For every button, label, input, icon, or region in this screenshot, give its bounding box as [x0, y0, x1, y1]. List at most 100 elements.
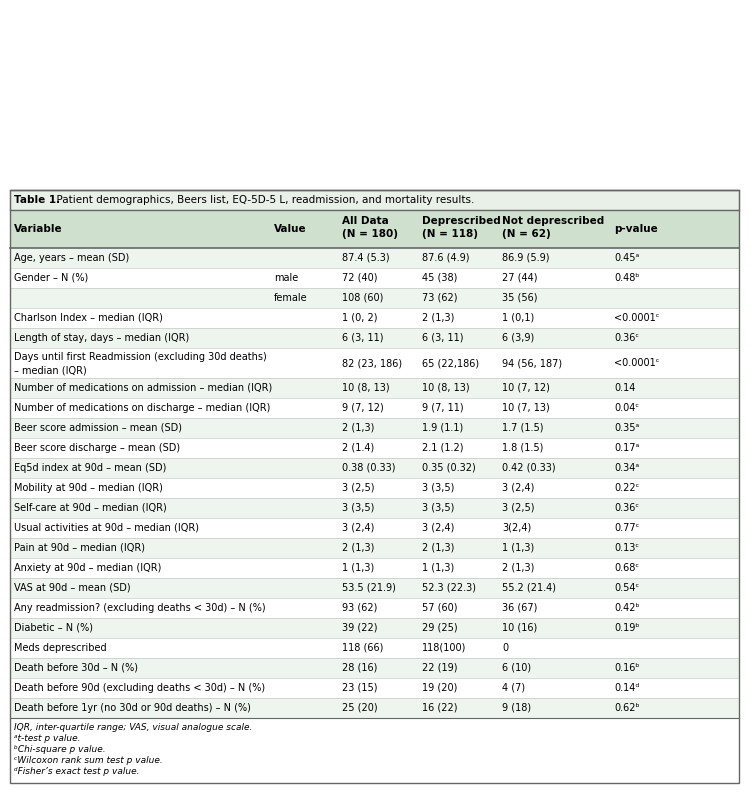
- Bar: [10, 658, 739, 678]
- Text: 2 (1,3): 2 (1,3): [342, 423, 374, 433]
- Text: 2 (1,3): 2 (1,3): [502, 563, 534, 573]
- Text: 3 (2,5): 3 (2,5): [342, 483, 374, 493]
- Text: 87.4 (5.3): 87.4 (5.3): [342, 253, 389, 263]
- Text: 118 (66): 118 (66): [342, 643, 383, 653]
- Text: Eq5d index at 90d – mean (SD): Eq5d index at 90d – mean (SD): [14, 463, 166, 473]
- Text: 3(2,4): 3(2,4): [502, 523, 531, 533]
- Text: VAS at 90d – mean (SD): VAS at 90d – mean (SD): [14, 583, 130, 593]
- Text: 108 (60): 108 (60): [342, 293, 383, 303]
- Bar: [10, 288, 739, 308]
- Bar: [10, 398, 739, 418]
- Bar: [10, 478, 739, 498]
- Bar: [10, 268, 739, 288]
- Bar: [10, 328, 739, 348]
- Text: 9 (7, 12): 9 (7, 12): [342, 403, 383, 413]
- Text: 0.34ᵃ: 0.34ᵃ: [614, 463, 639, 473]
- Text: ᵃt-test p value.: ᵃt-test p value.: [14, 734, 80, 743]
- Text: 0.16ᵇ: 0.16ᵇ: [614, 663, 640, 673]
- Text: 3 (2,4): 3 (2,4): [502, 483, 534, 493]
- Text: 2 (1,3): 2 (1,3): [422, 313, 455, 323]
- Bar: [10, 518, 739, 538]
- Text: 0.35ᵃ: 0.35ᵃ: [614, 423, 639, 433]
- Text: 35 (56): 35 (56): [502, 293, 538, 303]
- Text: ᵇChi-square p value.: ᵇChi-square p value.: [14, 745, 106, 754]
- Text: <0.0001ᶜ: <0.0001ᶜ: [614, 313, 659, 323]
- Text: 10 (7, 12): 10 (7, 12): [502, 383, 550, 393]
- Text: 28 (16): 28 (16): [342, 663, 377, 673]
- Bar: [10, 498, 739, 518]
- Text: Mobility at 90d – median (IQR): Mobility at 90d – median (IQR): [14, 483, 163, 493]
- Text: Deprescribed: Deprescribed: [422, 216, 501, 226]
- Text: 0.19ᵇ: 0.19ᵇ: [614, 623, 640, 633]
- Bar: [10, 538, 739, 558]
- Text: 82 (23, 186): 82 (23, 186): [342, 358, 402, 368]
- Bar: [10, 698, 739, 718]
- Text: 0.22ᶜ: 0.22ᶜ: [614, 483, 639, 493]
- Text: 118(100): 118(100): [422, 643, 467, 653]
- Text: 0.17ᵃ: 0.17ᵃ: [614, 443, 639, 453]
- Text: IQR, inter-quartile range; VAS, visual analogue scale.: IQR, inter-quartile range; VAS, visual a…: [14, 723, 252, 732]
- Text: Pain at 90d – median (IQR): Pain at 90d – median (IQR): [14, 543, 145, 553]
- Text: 0.42 (0.33): 0.42 (0.33): [502, 463, 556, 473]
- Text: 6 (10): 6 (10): [502, 663, 531, 673]
- Text: 55.2 (21.4): 55.2 (21.4): [502, 583, 556, 593]
- Text: 0: 0: [502, 643, 508, 653]
- Text: 72 (40): 72 (40): [342, 273, 377, 283]
- Bar: [10, 598, 739, 618]
- Text: Beer score admission – mean (SD): Beer score admission – mean (SD): [14, 423, 182, 433]
- Text: 0.77ᶜ: 0.77ᶜ: [614, 523, 639, 533]
- Text: Number of medications on admission – median (IQR): Number of medications on admission – med…: [14, 383, 272, 393]
- Text: Diabetic – N (%): Diabetic – N (%): [14, 623, 93, 633]
- Text: 2 (1.4): 2 (1.4): [342, 443, 374, 453]
- Text: 0.36ᶜ: 0.36ᶜ: [614, 503, 639, 513]
- Text: 45 (38): 45 (38): [422, 273, 458, 283]
- Bar: [10, 210, 739, 248]
- Text: 9 (18): 9 (18): [502, 703, 531, 713]
- Bar: [10, 678, 739, 698]
- Text: Variable: Variable: [14, 224, 63, 234]
- Text: 10 (8, 13): 10 (8, 13): [422, 383, 470, 393]
- Text: 0.62ᵇ: 0.62ᵇ: [614, 703, 640, 713]
- Text: Value: Value: [274, 224, 306, 234]
- Text: Table 1.: Table 1.: [14, 195, 60, 205]
- Text: 3 (2,4): 3 (2,4): [342, 523, 374, 533]
- Text: 0.48ᵇ: 0.48ᵇ: [614, 273, 640, 283]
- Text: 87.6 (4.9): 87.6 (4.9): [422, 253, 470, 263]
- Text: Days until first Readmission (excluding 30d deaths)
– median (IQR): Days until first Readmission (excluding …: [14, 352, 267, 375]
- Text: 6 (3, 11): 6 (3, 11): [342, 333, 383, 343]
- Text: 52.3 (22.3): 52.3 (22.3): [422, 583, 476, 593]
- Text: Age, years – mean (SD): Age, years – mean (SD): [14, 253, 130, 263]
- Text: 0.68ᶜ: 0.68ᶜ: [614, 563, 639, 573]
- Text: Length of stay, days – median (IQR): Length of stay, days – median (IQR): [14, 333, 189, 343]
- Text: ᵈFisher’s exact test p value.: ᵈFisher’s exact test p value.: [14, 767, 139, 776]
- Text: <0.0001ᶜ: <0.0001ᶜ: [614, 358, 659, 368]
- Text: 1.8 (1.5): 1.8 (1.5): [502, 443, 543, 453]
- Text: 19 (20): 19 (20): [422, 683, 458, 693]
- Text: 0.04ᶜ: 0.04ᶜ: [614, 403, 639, 413]
- Text: 27 (44): 27 (44): [502, 273, 538, 283]
- Text: 4 (7): 4 (7): [502, 683, 525, 693]
- Text: male: male: [274, 273, 298, 283]
- Text: 3 (3,5): 3 (3,5): [422, 503, 455, 513]
- Bar: [10, 578, 739, 598]
- Text: 22 (19): 22 (19): [422, 663, 458, 673]
- Text: 10 (8, 13): 10 (8, 13): [342, 383, 389, 393]
- Text: 0.13ᶜ: 0.13ᶜ: [614, 543, 639, 553]
- Text: Death before 90d (excluding deaths < 30d) – N (%): Death before 90d (excluding deaths < 30d…: [14, 683, 265, 693]
- Text: (N = 118): (N = 118): [422, 229, 478, 239]
- Bar: [10, 638, 739, 658]
- Text: 3 (3,5): 3 (3,5): [422, 483, 455, 493]
- Text: 1 (0,1): 1 (0,1): [502, 313, 534, 323]
- Text: Charlson Index – median (IQR): Charlson Index – median (IQR): [14, 313, 163, 323]
- Bar: [10, 190, 739, 210]
- Text: Patient demographics, Beers list, EQ-5D-5 L, readmission, and mortality results.: Patient demographics, Beers list, EQ-5D-…: [50, 195, 474, 205]
- Bar: [10, 248, 739, 268]
- Text: 0.36ᶜ: 0.36ᶜ: [614, 333, 639, 343]
- Text: Death before 30d – N (%): Death before 30d – N (%): [14, 663, 138, 673]
- Text: 3 (2,5): 3 (2,5): [502, 503, 535, 513]
- Text: 1 (0, 2): 1 (0, 2): [342, 313, 377, 323]
- Text: 1 (1,3): 1 (1,3): [502, 543, 534, 553]
- Text: 94 (56, 187): 94 (56, 187): [502, 358, 562, 368]
- Text: 0.14ᵈ: 0.14ᵈ: [614, 683, 640, 693]
- Text: Gender – N (%): Gender – N (%): [14, 273, 88, 283]
